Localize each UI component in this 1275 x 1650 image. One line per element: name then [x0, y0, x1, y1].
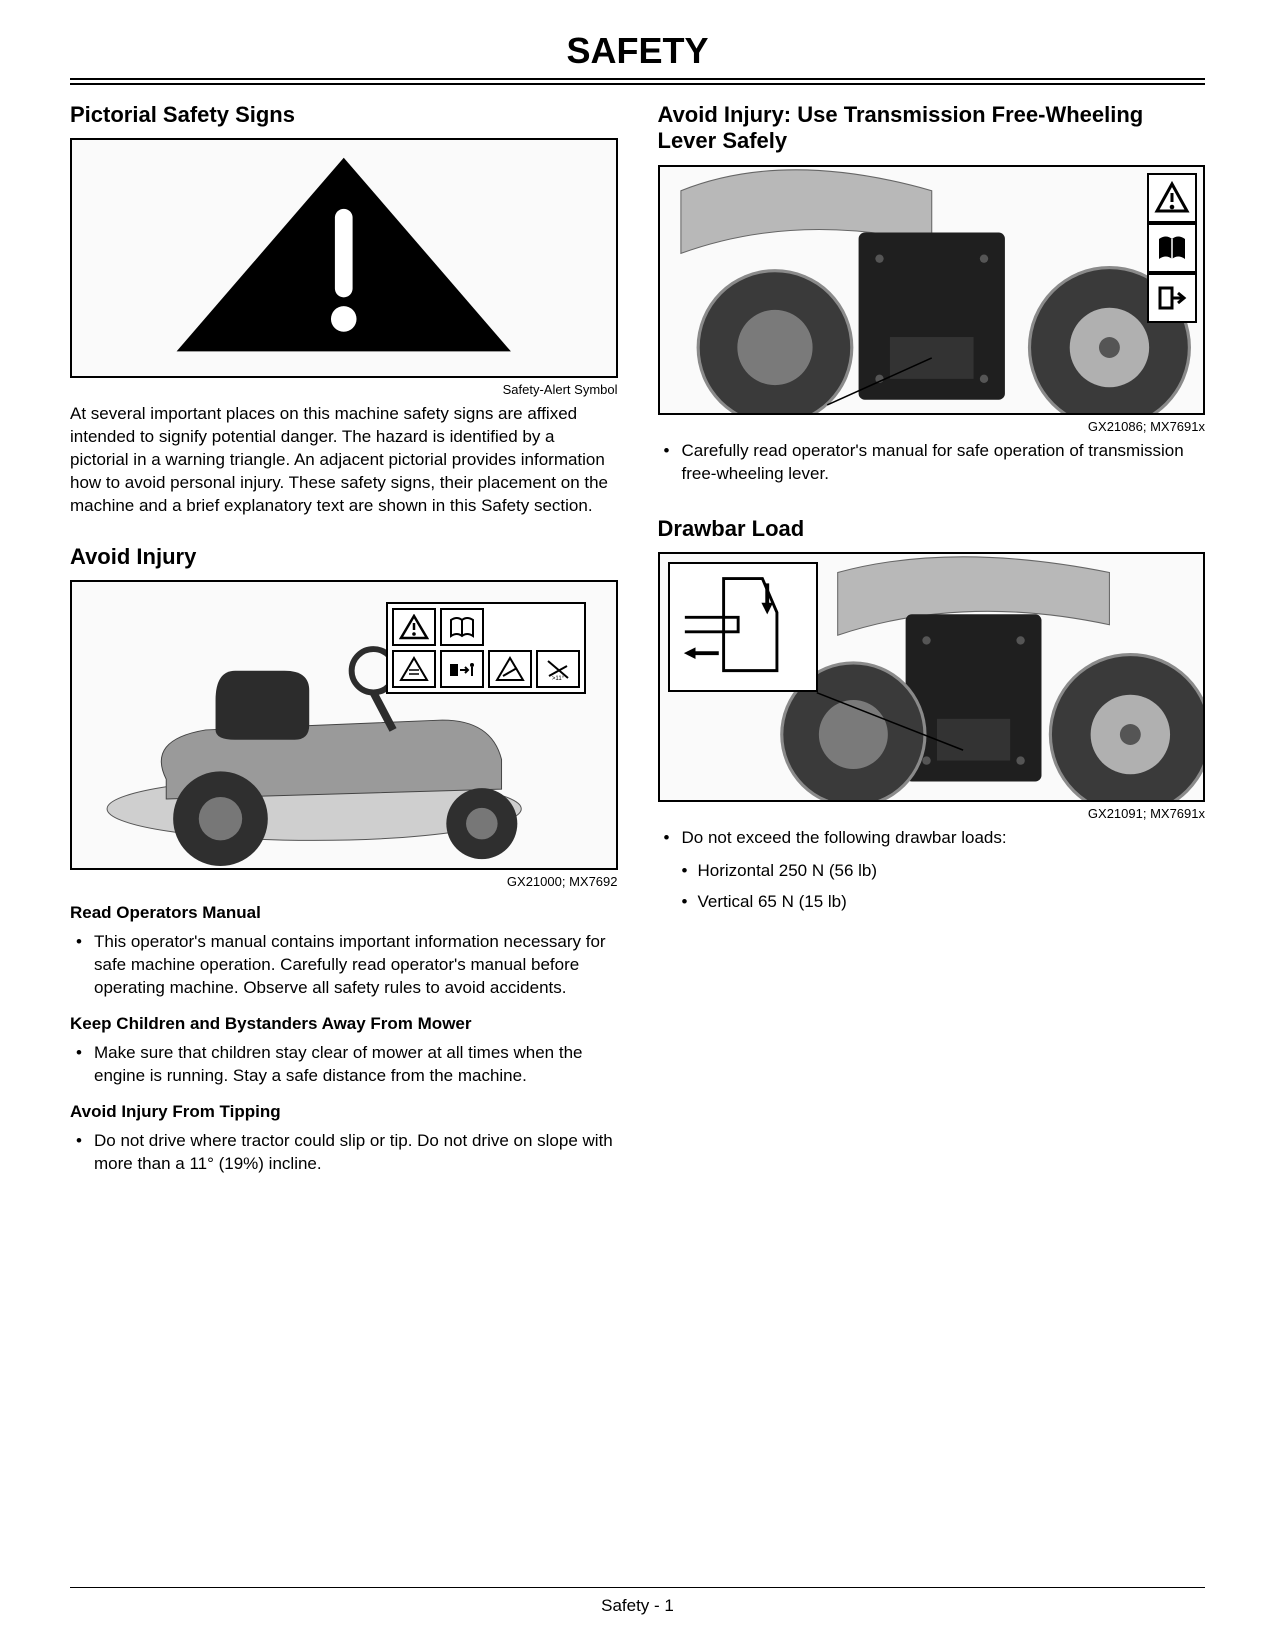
footer-rule [70, 1587, 1205, 1588]
heading-pictorial-safety-signs: Pictorial Safety Signs [70, 102, 618, 128]
bullet-read-manual: This operator's manual contains importan… [70, 931, 618, 1000]
figure-avoid-injury-mower: >11° [70, 580, 618, 870]
title-rule [70, 78, 1205, 86]
bullet-tipping: Do not drive where tractor could slip or… [70, 1130, 618, 1176]
warning-triangle-icon [392, 608, 436, 646]
bullet-drawbar-horizontal: Horizontal 250 N (56 lb) [658, 860, 1206, 883]
bullet-drawbar-intro: Do not exceed the following drawbar load… [658, 827, 1206, 850]
bullet-list-drawbar-values: Horizontal 250 N (56 lb) Vertical 65 N (… [658, 860, 1206, 914]
heading-drawbar-load: Drawbar Load [658, 516, 1206, 542]
bystander-distance-icon [440, 650, 484, 688]
bullet-transmission: Carefully read operator's manual for saf… [658, 440, 1206, 486]
caption-safety-alert: Safety-Alert Symbol [70, 382, 618, 397]
subheading-keep-children-away: Keep Children and Bystanders Away From M… [70, 1014, 618, 1034]
release-arrow-icon [1147, 273, 1197, 323]
bullet-drawbar-vertical: Vertical 65 N (15 lb) [658, 891, 1206, 914]
svg-text:>11°: >11° [551, 676, 564, 682]
no-slope-icon: >11° [536, 650, 580, 688]
slope-warning-icon [488, 650, 532, 688]
icon-strip-transmission [1147, 173, 1197, 323]
bullet-children-away: Make sure that children stay clear of mo… [70, 1042, 618, 1088]
manual-book-icon [440, 608, 484, 646]
figure-safety-alert-symbol [70, 138, 618, 378]
bullet-list-drawbar: Do not exceed the following drawbar load… [658, 827, 1206, 850]
caption-transmission: GX21086; MX7691x [658, 419, 1206, 434]
page-title: SAFETY [70, 30, 1205, 72]
heading-avoid-injury: Avoid Injury [70, 544, 618, 570]
figure-transmission-lever [658, 165, 1206, 415]
safety-alert-triangle-icon [72, 140, 616, 376]
bullet-list-tipping: Do not drive where tractor could slip or… [70, 1130, 618, 1176]
drawbar-load-diagram [668, 562, 818, 692]
figure-drawbar-load [658, 552, 1206, 802]
caption-avoid-injury: GX21000; MX7692 [70, 874, 618, 889]
caption-drawbar: GX21091; MX7691x [658, 806, 1206, 821]
heading-transmission-lever: Avoid Injury: Use Transmission Free-Whee… [658, 102, 1206, 155]
paragraph-pictorial-description: At several important places on this mach… [70, 403, 618, 518]
warning-triangle-icon [1147, 173, 1197, 223]
manual-book-icon [1147, 223, 1197, 273]
bullet-list-transmission: Carefully read operator's manual for saf… [658, 440, 1206, 486]
hazard-cut-icon [392, 650, 436, 688]
subheading-read-operators-manual: Read Operators Manual [70, 903, 618, 923]
subheading-avoid-tipping: Avoid Injury From Tipping [70, 1102, 618, 1122]
bullet-list-children: Make sure that children stay clear of mo… [70, 1042, 618, 1088]
right-column: Avoid Injury: Use Transmission Free-Whee… [658, 102, 1206, 1186]
left-column: Pictorial Safety Signs Safety-Alert Symb… [70, 102, 618, 1186]
footer-page-label: Safety - 1 [0, 1596, 1275, 1616]
bullet-list-read-manual: This operator's manual contains importan… [70, 931, 618, 1000]
content-columns: Pictorial Safety Signs Safety-Alert Symb… [70, 102, 1205, 1186]
safety-label-panel: >11° [386, 602, 586, 694]
